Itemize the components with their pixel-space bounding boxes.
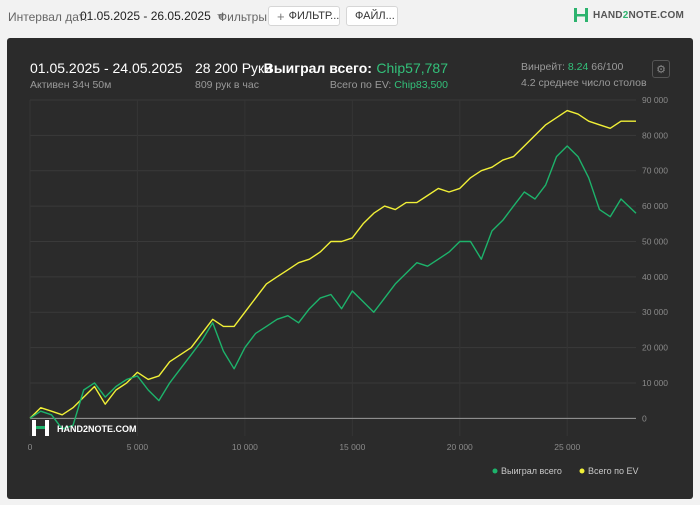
settings-button[interactable]: ⚙ — [652, 60, 670, 78]
stat-avg-tables: 4.2 среднее число столов — [521, 77, 647, 89]
date-interval-value: 01.05.2025 - 26.05.2025 — [80, 9, 211, 23]
filters-label: Фильтры: — [218, 10, 271, 24]
won-total-value: Chip57,787 — [376, 60, 448, 76]
file-button-label: ФАЙЛ... — [355, 10, 395, 22]
file-button[interactable]: ФАЙЛ... — [346, 6, 398, 26]
logo-text-b: 2 — [622, 9, 629, 21]
y-tick-label: 0 — [642, 413, 647, 423]
stat-active-time: Активен 34ч 50м — [30, 79, 112, 91]
chevron-down-icon — [216, 13, 225, 19]
bankroll-chart: 0 10 000 20 000 30 000 40 000 50 000 60 000 70 … — [28, 95, 669, 476]
ev-total-value: Chip83,500 — [394, 79, 448, 91]
chart-grid — [29, 99, 636, 436]
filter-button-label: ФИЛЬТР... — [288, 10, 340, 22]
y-tick-label: 80 000 — [642, 130, 668, 140]
stat-won-total: Выиграл всего: Chip57,787 — [264, 60, 448, 78]
stat-hands: 28 200 Руки — [195, 60, 272, 76]
stat-ev-total: Всего по EV: Chip83,500 — [330, 79, 448, 91]
chart-legend: Выиграл всего Всего по EV — [492, 466, 638, 476]
winrate-value: 8.24 — [567, 61, 589, 73]
winrate-label: Винрейт: — [521, 61, 565, 73]
y-tick-label: 20 000 — [642, 343, 668, 353]
chart-watermark: HAND2NOTE.COM — [32, 420, 137, 436]
date-interval-select[interactable]: 01.05.2025 - 26.05.2025 — [80, 8, 225, 24]
logo-text-c: NOTE.COM — [628, 9, 684, 21]
series-line-ev-total — [29, 109, 636, 419]
legend-label: Выиграл всего — [501, 466, 562, 476]
y-tick-label: 40 000 — [642, 272, 668, 282]
stat-date-range: 01.05.2025 - 24.05.2025 — [30, 60, 183, 76]
watermark-text: HAND2NOTE.COM — [57, 424, 137, 434]
filter-button[interactable]: + ФИЛЬТР... — [268, 6, 340, 26]
logo-text-a: HAND — [593, 9, 623, 21]
won-total-label: Выиграл всего: — [263, 60, 372, 76]
stat-winrate: Винрейт: 8.24 66/100 — [521, 61, 623, 73]
hand2note-logo: HAND 2 NOTE.COM — [573, 7, 684, 23]
plus-icon: + — [277, 8, 285, 24]
legend-marker — [579, 468, 585, 474]
y-tick-label: 70 000 — [642, 166, 668, 176]
winrate-suffix: 66/100 — [591, 61, 624, 73]
x-tick-label: 15 000 — [339, 442, 365, 452]
x-tick-label: 5 000 — [127, 442, 149, 452]
y-tick-label: 10 000 — [642, 378, 668, 388]
top-toolbar: Интервал дат: 01.05.2025 - 26.05.2025 Фи… — [0, 0, 700, 32]
y-tick-label: 60 000 — [642, 201, 668, 211]
stat-hands-per-hour: 809 рук в час — [195, 79, 259, 91]
series-line-won-total — [29, 145, 637, 430]
hand2note-logo-icon — [574, 8, 589, 22]
x-tick-label: 25 000 — [554, 442, 580, 452]
x-tick-label: 10 000 — [232, 442, 258, 452]
x-axis-ticks: 0 5 000 10 000 15 000 20 000 25 000 — [28, 442, 581, 452]
graph-panel: 01.05.2025 - 24.05.2025 Активен 34ч 50м … — [7, 38, 693, 499]
date-interval-label: Интервал дат: — [8, 10, 88, 24]
y-axis-ticks: 0 10 000 20 000 30 000 40 000 50 000 60 000 70 … — [642, 95, 668, 423]
ev-total-label: Всего по EV: — [329, 79, 392, 91]
legend-label: Всего по EV — [588, 466, 638, 476]
chart-series — [29, 109, 637, 430]
y-tick-label: 90 000 — [642, 95, 668, 105]
legend-marker — [492, 468, 498, 474]
x-tick-label: 20 000 — [447, 442, 473, 452]
x-tick-label: 0 — [28, 442, 33, 452]
y-tick-label: 50 000 — [642, 236, 668, 246]
y-tick-label: 30 000 — [642, 307, 668, 317]
gear-icon: ⚙ — [656, 63, 666, 76]
